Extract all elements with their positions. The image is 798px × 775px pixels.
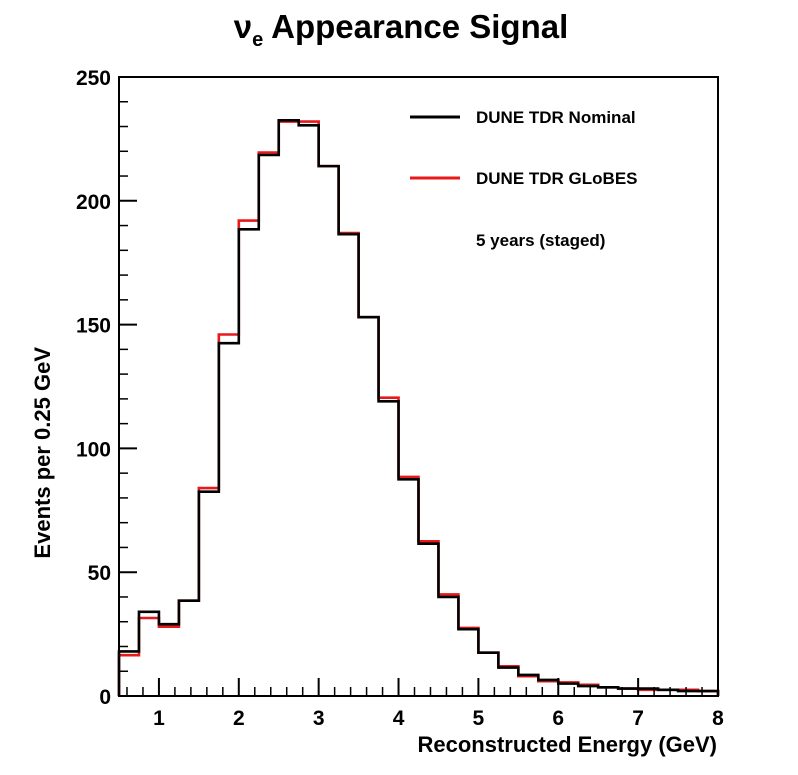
legend-label-globes: DUNE TDR GLoBES: [476, 169, 638, 188]
y-axis-label: Events per 0.25 GeV: [30, 347, 55, 559]
x-tick-label: 4: [393, 707, 405, 730]
x-axis-label: Reconstructed Energy (GeV): [417, 732, 717, 757]
chart-title-subscript: e: [252, 29, 263, 51]
x-tick-label: 8: [712, 707, 724, 730]
y-tick-label: 100: [76, 438, 111, 461]
y-tick-label: 50: [88, 562, 111, 585]
x-tick-label: 1: [153, 707, 165, 730]
annotation-exposure: 5 years (staged): [476, 231, 605, 250]
series-line-dune-tdr-nominal: [117, 119, 720, 696]
y-tick-label: 250: [76, 67, 111, 90]
series-layer: [117, 119, 720, 696]
legend-label-nominal: DUNE TDR Nominal: [476, 108, 636, 127]
chart-title-text: Appearance Signal: [263, 8, 568, 45]
series-dune-tdr-nominal: [117, 119, 720, 696]
chart-title-symbol: ν: [234, 8, 252, 45]
plot-frame: [118, 76, 719, 697]
y-tick-label: 150: [76, 315, 111, 338]
series-line-dune-tdr-globes: [117, 120, 720, 696]
y-tick-label: 200: [76, 191, 111, 214]
x-tick-label: 7: [632, 707, 644, 730]
x-tick-label: 3: [313, 707, 325, 730]
legend: DUNE TDR Nominal DUNE TDR GLoBES 5 years…: [410, 108, 638, 250]
x-tick-labels: 1 2 3 4 5 6 7 8: [153, 707, 724, 730]
ticks-layer: [119, 76, 719, 697]
x-tick-label: 5: [473, 707, 485, 730]
chart-title: νe Appearance Signal: [234, 8, 569, 51]
plot-area: [117, 76, 720, 697]
series-dune-tdr-globes: [117, 120, 720, 696]
x-tick-label: 2: [233, 707, 245, 730]
x-tick-label: 6: [552, 707, 564, 730]
y-tick-labels: 0 50 100 150 200 250: [76, 67, 111, 709]
y-tick-label: 0: [99, 686, 111, 709]
